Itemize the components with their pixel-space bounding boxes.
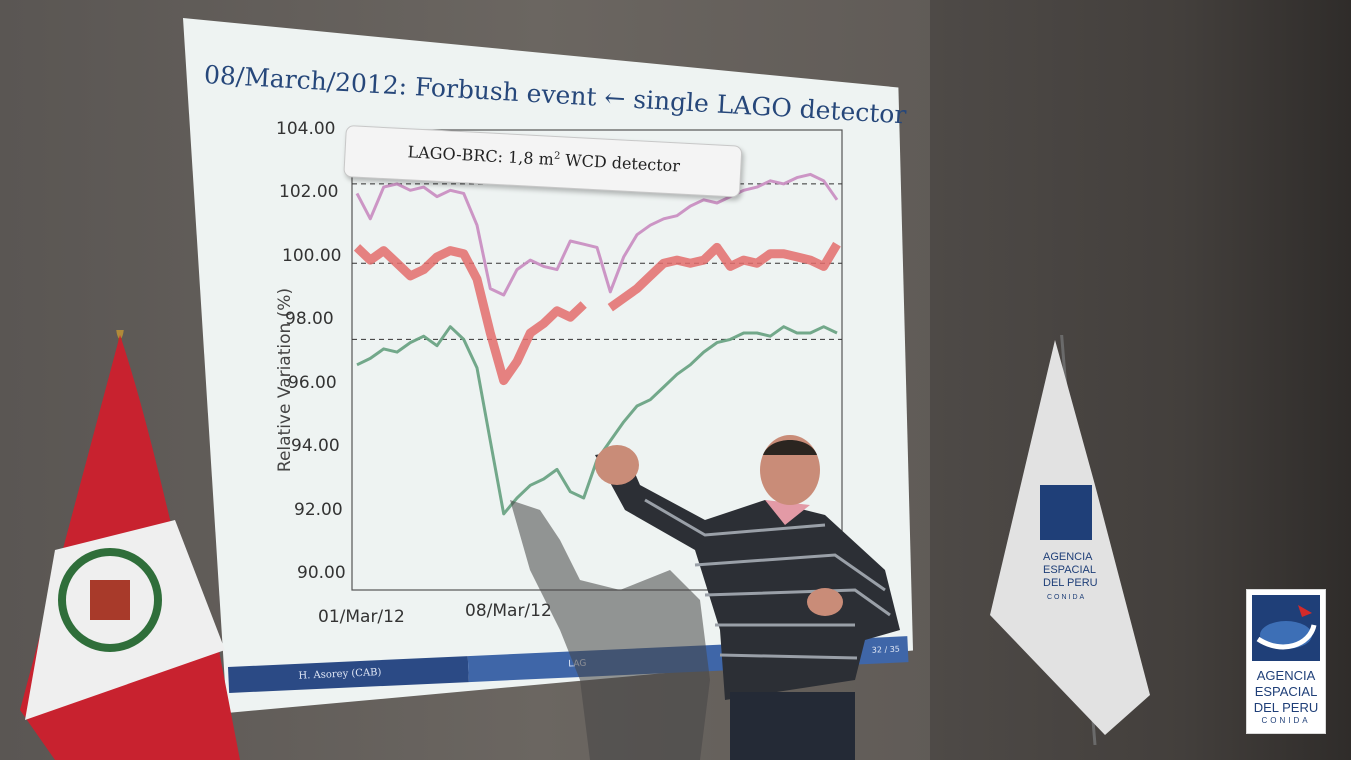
orbit-icon bbox=[1256, 605, 1317, 650]
series-line-1 bbox=[353, 241, 841, 386]
conida-logo-emblem bbox=[1252, 595, 1320, 661]
logo-line1: AGENCIA bbox=[1256, 668, 1316, 683]
y-tick-label: 102.00 bbox=[279, 182, 339, 203]
legend-text: LAGO-BRC: 1,8 m2 WCD detector bbox=[407, 142, 680, 175]
y-tick-label: 92.00 bbox=[294, 499, 343, 520]
y-tick-label: 98.00 bbox=[285, 309, 334, 330]
logo-line4: CONIDA bbox=[1261, 716, 1311, 725]
x-tick-label: 08/Mar/12 bbox=[465, 601, 552, 621]
flag-logo-line2: ESPACIAL bbox=[1043, 564, 1096, 576]
y-tick-label: 90.00 bbox=[297, 563, 346, 584]
peru-flag bbox=[20, 330, 240, 760]
y-tick-label: 104.00 bbox=[276, 119, 336, 139]
presenter bbox=[595, 435, 900, 760]
logo-line3: DEL PERU bbox=[1253, 700, 1319, 715]
conida-logo: AGENCIA ESPACIAL DEL PERU CONIDA bbox=[1246, 589, 1326, 734]
presenter-shadow bbox=[510, 500, 710, 760]
x-tick-label: 01/Mar/12 bbox=[318, 607, 405, 627]
legend-suffix: WCD detector bbox=[559, 150, 681, 176]
series-line-0 bbox=[355, 172, 839, 297]
flag-logo-line1: AGENCIA bbox=[1043, 551, 1093, 563]
flag-logo-line4: CONIDA bbox=[1047, 594, 1086, 601]
legend-prefix: LAGO-BRC: 1,8 m bbox=[407, 142, 555, 169]
y-tick-label: 100.00 bbox=[282, 245, 342, 266]
conida-flag: AGENCIA ESPACIAL DEL PERU CONIDA bbox=[990, 335, 1150, 745]
y-tick-label: 94.00 bbox=[291, 436, 340, 457]
logo-line2: ESPACIAL bbox=[1254, 684, 1318, 699]
flag-logo-line3: DEL PERU bbox=[1043, 577, 1098, 589]
reference-lines bbox=[352, 183, 842, 340]
y-tick-label: 96.00 bbox=[288, 372, 337, 393]
